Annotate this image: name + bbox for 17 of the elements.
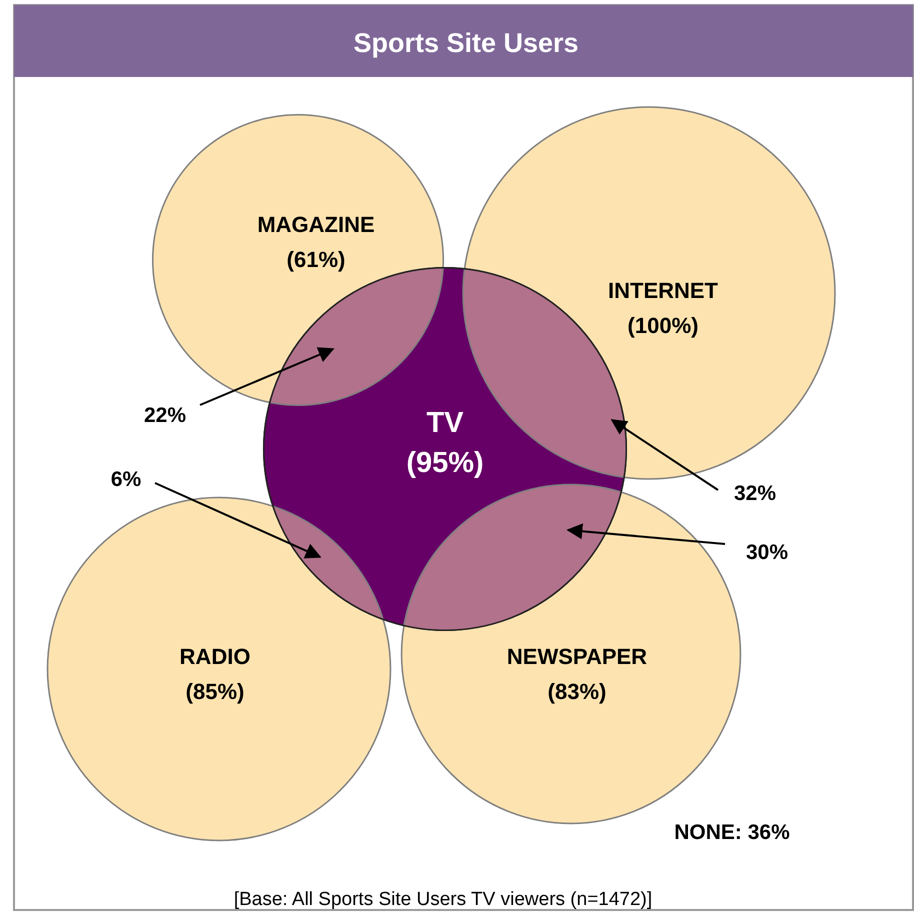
text: 22%	[144, 404, 186, 427]
data-label: (61%)	[286, 247, 346, 272]
data-label: (83%)	[548, 679, 606, 704]
category-label: RADIO	[180, 644, 250, 669]
data-label: (85%)	[186, 679, 244, 704]
text: 32%	[734, 482, 776, 505]
data-label: (95%)	[406, 447, 484, 479]
text: NONE: 36%	[674, 821, 790, 844]
text: 6%	[110, 468, 142, 491]
category-label: NEWSPAPER	[506, 644, 648, 669]
category-label: MAGAZINE	[257, 212, 375, 237]
data-label: (100%)	[628, 313, 698, 338]
category-label: TV	[426, 407, 464, 439]
text: 30%	[746, 541, 788, 564]
text: Sports Site Users	[353, 28, 579, 58]
text: [Base: All Sports Site Users TV viewers (n=1472)]	[234, 889, 652, 910]
category-label: INTERNET	[608, 278, 719, 303]
